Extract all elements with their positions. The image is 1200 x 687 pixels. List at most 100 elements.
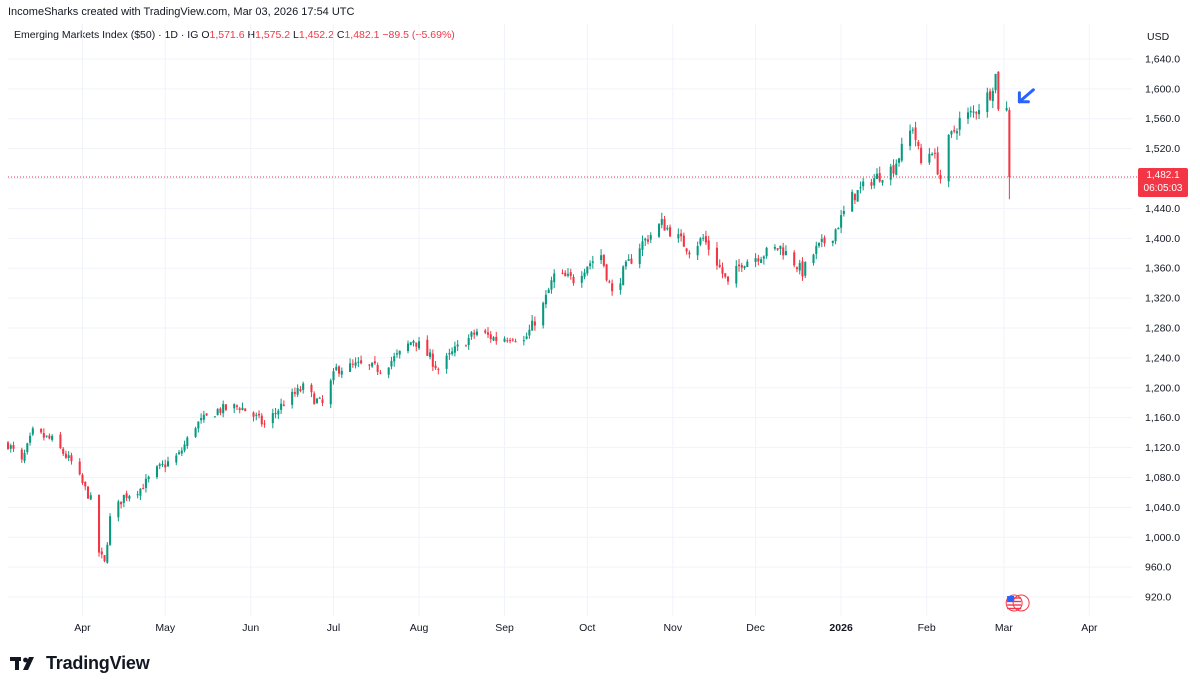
candle	[351, 359, 354, 368]
candle-body	[395, 353, 398, 355]
candle	[738, 258, 741, 272]
candle-body	[950, 131, 953, 135]
candle	[936, 146, 939, 176]
y-tick-label: 1,600.0	[1145, 83, 1180, 95]
candle-body	[735, 266, 738, 284]
candle-body	[707, 240, 710, 250]
candle	[20, 447, 23, 463]
candle-body	[23, 453, 26, 461]
candle-body	[12, 445, 15, 449]
candle-body	[522, 340, 525, 342]
candle	[680, 229, 683, 242]
candle-body	[966, 112, 970, 119]
candle-body	[147, 476, 150, 480]
candle-body	[782, 247, 785, 256]
legend-low-label: L	[293, 29, 299, 41]
candle-body	[754, 258, 757, 263]
candle	[98, 494, 101, 557]
candle	[947, 134, 950, 188]
candle-body	[492, 337, 495, 341]
candle-body	[793, 252, 796, 266]
candle	[335, 363, 338, 371]
candle	[86, 485, 90, 499]
y-tick-label: 960.0	[1145, 562, 1171, 574]
countdown-timer: 06:05:03	[1143, 182, 1183, 194]
candle	[677, 228, 680, 243]
candle-body	[78, 461, 81, 475]
candle-body	[776, 248, 779, 250]
candle	[699, 237, 702, 247]
candle	[263, 420, 266, 428]
candle-body	[801, 261, 804, 277]
candle-body	[373, 361, 376, 364]
candle-body	[630, 258, 633, 264]
candle	[144, 473, 147, 493]
candle-body	[605, 264, 608, 281]
arrow-shaft	[1017, 88, 1035, 104]
candle-body	[760, 259, 763, 263]
candle	[511, 337, 514, 342]
currency-label[interactable]: USD	[1147, 31, 1170, 43]
candle-body	[412, 340, 415, 343]
candle-body	[178, 452, 181, 454]
candle-body	[564, 272, 567, 277]
y-tick-label: 1,440.0	[1145, 203, 1180, 215]
candle-body	[445, 355, 448, 369]
candle	[282, 400, 285, 407]
candle-body	[329, 380, 332, 405]
candle	[724, 273, 727, 279]
candle	[222, 400, 225, 418]
candle-body	[277, 410, 280, 415]
candle	[213, 416, 216, 418]
candle-body	[31, 428, 34, 435]
candle	[682, 232, 685, 247]
candle	[202, 410, 205, 423]
candle-body	[376, 365, 379, 372]
candle-body	[431, 353, 434, 367]
candle-body	[622, 266, 625, 286]
candle	[484, 328, 487, 335]
candle	[522, 335, 525, 346]
tradingview-logo[interactable]: TradingView	[10, 652, 150, 674]
candle	[136, 490, 139, 499]
symbol-legend[interactable]: Emerging Markets Index ($50) · 1D · IG O…	[14, 29, 455, 41]
candle	[528, 324, 531, 339]
candle-body	[895, 163, 898, 175]
candle	[321, 395, 324, 407]
candle	[784, 245, 787, 256]
overlay-layer	[8, 88, 1138, 612]
candle-body	[142, 488, 145, 490]
candle-body	[804, 262, 807, 276]
candle-body	[486, 332, 490, 335]
candle	[989, 88, 992, 102]
candle-body	[451, 351, 454, 354]
candle	[969, 106, 972, 118]
candle	[318, 396, 321, 399]
candle-body	[1008, 110, 1011, 177]
candle-body	[856, 189, 859, 202]
candle	[280, 398, 283, 414]
candle-body	[456, 344, 459, 347]
candle-body	[219, 408, 222, 413]
candle	[106, 542, 109, 564]
candle-body	[715, 247, 718, 266]
candle-body	[881, 180, 884, 183]
candle	[630, 254, 633, 265]
candle-body	[953, 130, 956, 132]
candle	[765, 246, 768, 259]
candle-body	[398, 350, 401, 355]
candle-body	[360, 360, 363, 364]
candle-body	[853, 193, 856, 201]
candle	[542, 301, 545, 329]
candle-body	[489, 334, 492, 340]
x-tick-label: Nov	[663, 622, 682, 634]
candle	[608, 279, 611, 284]
candle	[464, 344, 467, 347]
candle-body	[641, 241, 644, 250]
candle	[580, 271, 583, 288]
flag-outline-2	[1012, 594, 1030, 612]
candle-body	[164, 464, 167, 468]
candle	[473, 329, 476, 339]
candle	[178, 449, 181, 455]
